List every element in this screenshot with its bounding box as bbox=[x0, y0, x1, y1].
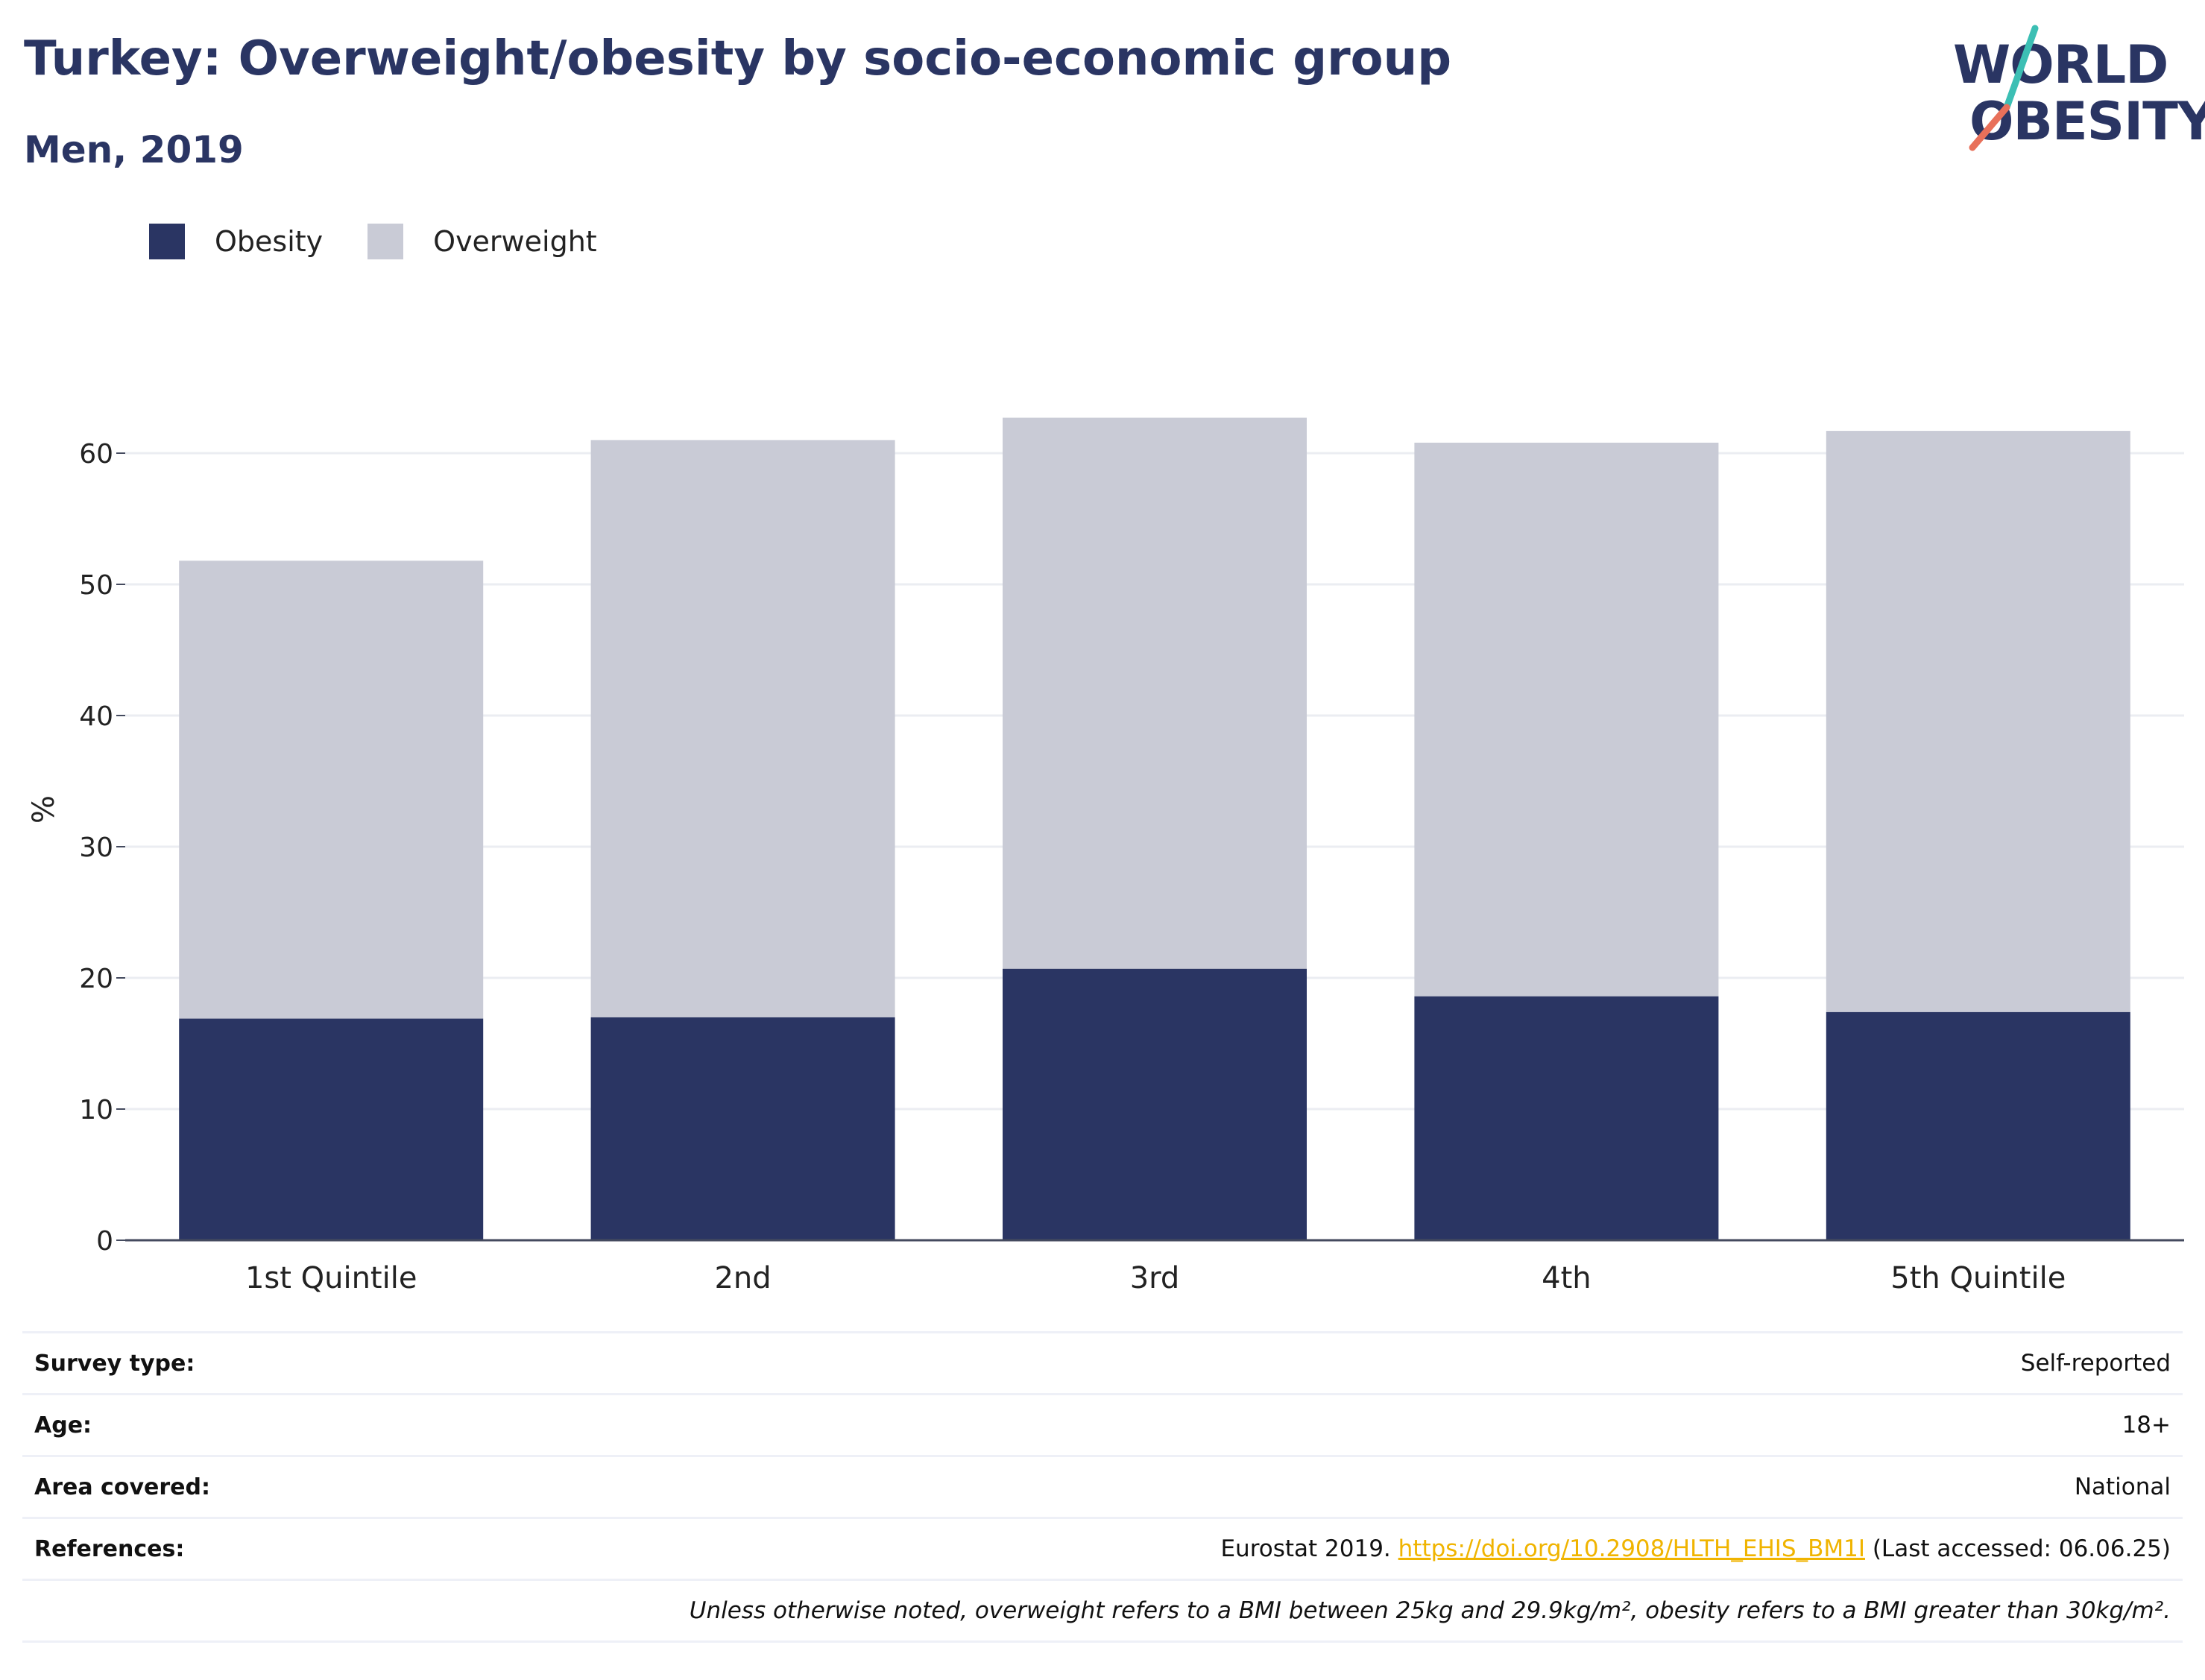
y-tick-label: 60 bbox=[79, 439, 113, 470]
y-tick-label: 50 bbox=[79, 570, 113, 601]
logo-slash-icon bbox=[1969, 25, 2039, 151]
y-axis-title: % bbox=[27, 795, 61, 824]
bar-overweight-2 bbox=[590, 440, 895, 1017]
bar-obesity-2 bbox=[590, 1017, 895, 1240]
bar-overweight-1 bbox=[179, 560, 484, 1019]
bar-obesity-1 bbox=[179, 1018, 484, 1240]
world-obesity-logo: WORLD OBESITY bbox=[1938, 22, 2205, 157]
legend-item-obesity: Obesity bbox=[149, 224, 323, 259]
y-tick-label: 20 bbox=[79, 964, 113, 994]
bar-overweight-3 bbox=[1003, 417, 1307, 969]
survey-type-value: Self-reported bbox=[2020, 1350, 2171, 1377]
bars bbox=[179, 417, 2130, 1240]
x-category-label: 4th bbox=[1542, 1261, 1591, 1295]
info-table: Survey type: Self-reported Age: 18+ Area… bbox=[22, 1331, 2183, 1643]
y-tick-label: 40 bbox=[79, 701, 113, 732]
logo-line-1: WORLD bbox=[1953, 34, 2168, 95]
bmi-definition-note: Unless otherwise noted, overweight refer… bbox=[689, 1597, 2171, 1624]
x-category-label: 2nd bbox=[714, 1261, 771, 1295]
info-row-age: Age: 18+ bbox=[22, 1395, 2183, 1457]
info-row-survey-type: Survey type: Self-reported bbox=[22, 1333, 2183, 1395]
chart-legend: Obesity Overweight bbox=[149, 222, 642, 261]
x-category-label: 1st Quintile bbox=[245, 1261, 417, 1295]
chart-title: Turkey: Overweight/obesity by socio-econ… bbox=[24, 31, 1451, 86]
references-suffix: (Last accessed: 06.06.25) bbox=[1872, 1535, 2171, 1562]
area-label: Area covered: bbox=[34, 1474, 210, 1500]
bar-overweight-5 bbox=[1826, 431, 2130, 1012]
age-value: 18+ bbox=[2122, 1412, 2171, 1439]
legend-swatch-obesity bbox=[149, 224, 185, 259]
bar-overweight-4 bbox=[1414, 442, 1719, 997]
references-value: Eurostat 2019. https://doi.org/10.2908/H… bbox=[1220, 1535, 2171, 1562]
axes: 0 10 20 30 40 50 60% 1st Quintile 2nd 3rd 4th 5th Q… bbox=[27, 439, 2184, 1295]
references-label: References: bbox=[34, 1535, 185, 1562]
stacked-bar-chart: 0 10 20 30 40 50 60% 1st Quintile 2nd 3rd 4th 5th Q… bbox=[27, 417, 2184, 1295]
info-row-note: Unless otherwise noted, overweight refer… bbox=[22, 1581, 2183, 1643]
y-tick-label: 30 bbox=[79, 833, 113, 863]
references-link[interactable]: https://doi.org/10.2908/HLTH_EHIS_BM1I bbox=[1398, 1535, 1865, 1562]
x-category-label: 5th Quintile bbox=[1890, 1261, 2066, 1295]
legend-item-overweight: Overweight bbox=[368, 224, 597, 259]
chart-subtitle: Men, 2019 bbox=[24, 128, 244, 171]
info-row-references: References: Eurostat 2019. https://doi.o… bbox=[22, 1519, 2183, 1581]
age-label: Age: bbox=[34, 1412, 92, 1439]
y-tick-label: 10 bbox=[79, 1095, 113, 1125]
bar-obesity-3 bbox=[1003, 968, 1307, 1240]
bar-obesity-4 bbox=[1414, 996, 1719, 1240]
legend-label-obesity: Obesity bbox=[215, 225, 324, 258]
x-category-label: 3rd bbox=[1130, 1261, 1180, 1295]
survey-type-label: Survey type: bbox=[34, 1350, 195, 1377]
bar-obesity-5 bbox=[1826, 1011, 2130, 1240]
legend-swatch-overweight bbox=[368, 224, 404, 259]
legend-label-overweight: Overweight bbox=[433, 225, 597, 258]
info-row-area: Area covered: National bbox=[22, 1457, 2183, 1519]
area-value: National bbox=[2074, 1474, 2171, 1500]
y-tick-label: 0 bbox=[96, 1226, 113, 1257]
references-prefix: Eurostat 2019. bbox=[1220, 1535, 1391, 1562]
